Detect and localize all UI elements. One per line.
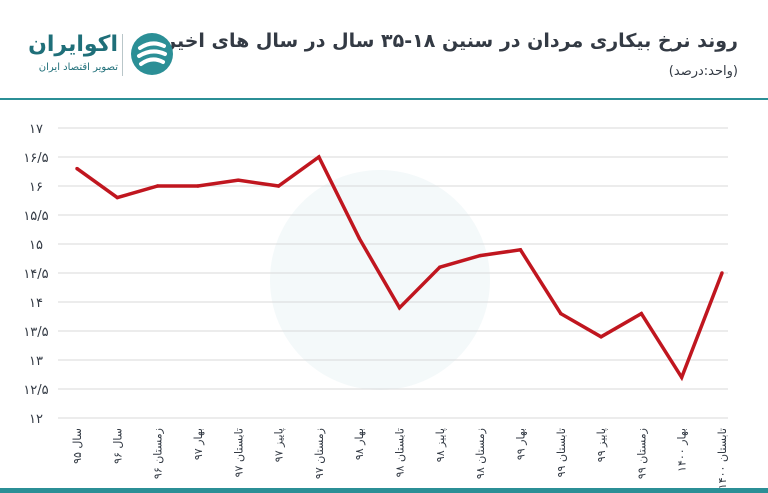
y-tick-label: ۱۴: [29, 296, 43, 311]
data-point: [478, 253, 482, 258]
data-point: [720, 271, 724, 275]
x-tick-label: بهار ۹۷: [192, 428, 205, 460]
x-tick-label: تابستان ۱۴۰۰: [716, 428, 729, 488]
x-tick-label: بهار ۹۹: [514, 428, 527, 460]
grid-lines: [58, 127, 728, 419]
x-tick-label: تابستان ۹۷: [232, 428, 245, 477]
y-tick-label: ۱۶: [29, 180, 43, 195]
chart-header: روند نرخ بیکاری مردان در سنین ۱۸-۳۵ سال …: [0, 0, 768, 100]
data-point: [438, 265, 442, 269]
data-point: [115, 195, 120, 200]
unit-label: (واحد:درصد): [668, 64, 738, 79]
y-tick-label: ۱۴/۵: [23, 267, 48, 282]
data-point: [155, 184, 160, 188]
data-point: [196, 184, 200, 188]
y-tick-label: ۱۲: [29, 412, 43, 427]
data-point: [518, 248, 523, 252]
x-tick-label: سال ۹۵: [71, 428, 84, 464]
data-point: [679, 375, 684, 380]
chart-title: روند نرخ بیکاری مردان در سنین ۱۸-۳۵ سال …: [165, 30, 738, 52]
x-tick-label: زمستان ۹۹: [635, 428, 648, 479]
x-tick-label: سال ۹۶: [111, 428, 124, 464]
x-tick-label: پاییز ۹۸: [434, 428, 447, 462]
y-tick-label: ۱۷: [29, 122, 43, 137]
x-axis-ticks: سال ۹۵ سال ۹۶ زمستان ۹۶ بهار ۹۷ تابستان ۹۷ پا…: [71, 428, 729, 488]
data-point: [639, 311, 644, 316]
x-tick-label: پاییز ۹۷: [273, 428, 286, 462]
watermark-logo: [270, 170, 490, 390]
y-tick-label: ۱۳/۵: [23, 325, 48, 340]
logo-mark-icon: [131, 33, 173, 75]
y-tick-label: ۱۲/۵: [23, 383, 48, 398]
data-point: [559, 311, 563, 316]
data-point: [276, 184, 281, 188]
logo-subtitle: تصویر اقتصاد ایران: [38, 62, 118, 73]
y-axis-ticks: ۱۷ ۱۶/۵ ۱۶ ۱۵/۵ ۱۵ ۱۴/۵ ۱۴ ۱۳/۵ ۱۳ ۱۲/۵ ۱۲: [23, 122, 48, 427]
x-tick-label: پاییز ۹۹: [595, 428, 608, 462]
y-tick-label: ۱۵/۵: [23, 209, 48, 224]
footer-bar: [0, 488, 768, 493]
x-tick-label: زمستان ۹۷: [313, 428, 326, 479]
data-point: [397, 306, 402, 310]
y-tick-label: ۱۶/۵: [23, 151, 48, 166]
x-tick-label: بهار ۹۸: [353, 428, 366, 460]
x-tick-label: بهار ۱۴۰۰: [676, 428, 689, 472]
data-point: [317, 155, 321, 159]
y-tick-label: ۱۳: [29, 354, 43, 369]
header-divider: [0, 98, 768, 100]
data-points: [75, 155, 724, 380]
x-tick-label: زمستان ۹۶: [152, 428, 165, 479]
data-point: [75, 166, 79, 171]
x-tick-label: تابستان ۹۸: [394, 428, 407, 477]
x-tick-label: تابستان ۹۹: [555, 428, 568, 477]
y-tick-label: ۱۵: [29, 238, 43, 253]
data-point: [236, 178, 240, 182]
data-point: [357, 236, 361, 240]
data-point: [599, 335, 603, 339]
ecoiran-logo: اکوایران تصویر اقتصاد ایران: [26, 30, 176, 80]
logo-name: اکوایران: [28, 32, 118, 57]
logo-divider: [122, 34, 123, 76]
x-tick-label: زمستان ۹۸: [474, 428, 487, 479]
